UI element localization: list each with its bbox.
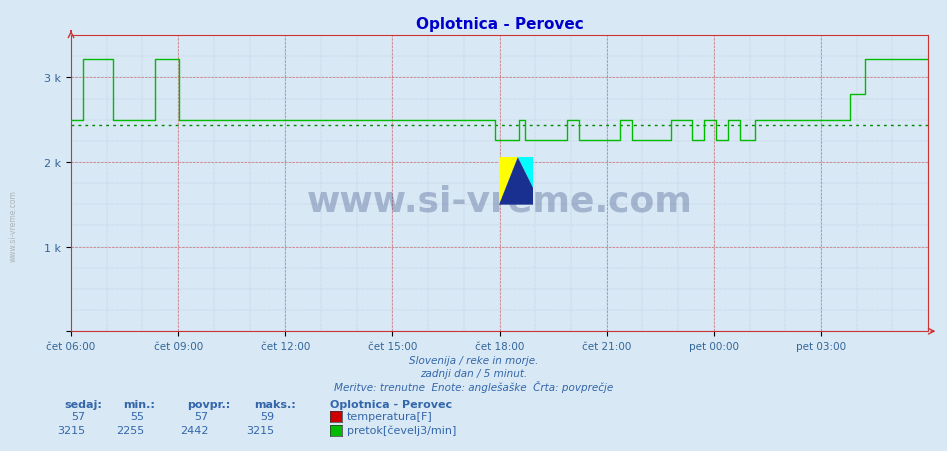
Text: 2442: 2442: [180, 425, 208, 435]
Text: maks.:: maks.:: [254, 399, 295, 409]
Text: 59: 59: [260, 411, 275, 421]
Text: temperatura[F]: temperatura[F]: [347, 411, 433, 421]
Polygon shape: [518, 158, 533, 189]
Text: 55: 55: [130, 411, 144, 421]
Text: 57: 57: [71, 411, 85, 421]
Text: pretok[čevelj3/min]: pretok[čevelj3/min]: [347, 424, 456, 435]
Text: povpr.:: povpr.:: [188, 399, 231, 409]
Polygon shape: [499, 158, 533, 205]
Text: Meritve: trenutne  Enote: anglešaške  Črta: povprečje: Meritve: trenutne Enote: anglešaške Črta…: [334, 380, 613, 392]
Text: Slovenija / reke in morje.: Slovenija / reke in morje.: [409, 355, 538, 365]
Text: www.si-vreme.com: www.si-vreme.com: [9, 189, 18, 262]
Polygon shape: [499, 158, 518, 205]
Text: 57: 57: [194, 411, 208, 421]
Text: Oplotnica - Perovec: Oplotnica - Perovec: [330, 399, 452, 409]
Text: sedaj:: sedaj:: [64, 399, 102, 409]
Text: zadnji dan / 5 minut.: zadnji dan / 5 minut.: [420, 368, 527, 378]
Text: 2255: 2255: [116, 425, 144, 435]
Text: 3215: 3215: [57, 425, 85, 435]
Text: 3215: 3215: [246, 425, 275, 435]
Text: min.:: min.:: [123, 399, 155, 409]
Title: Oplotnica - Perovec: Oplotnica - Perovec: [416, 17, 583, 32]
Text: www.si-vreme.com: www.si-vreme.com: [307, 184, 692, 218]
